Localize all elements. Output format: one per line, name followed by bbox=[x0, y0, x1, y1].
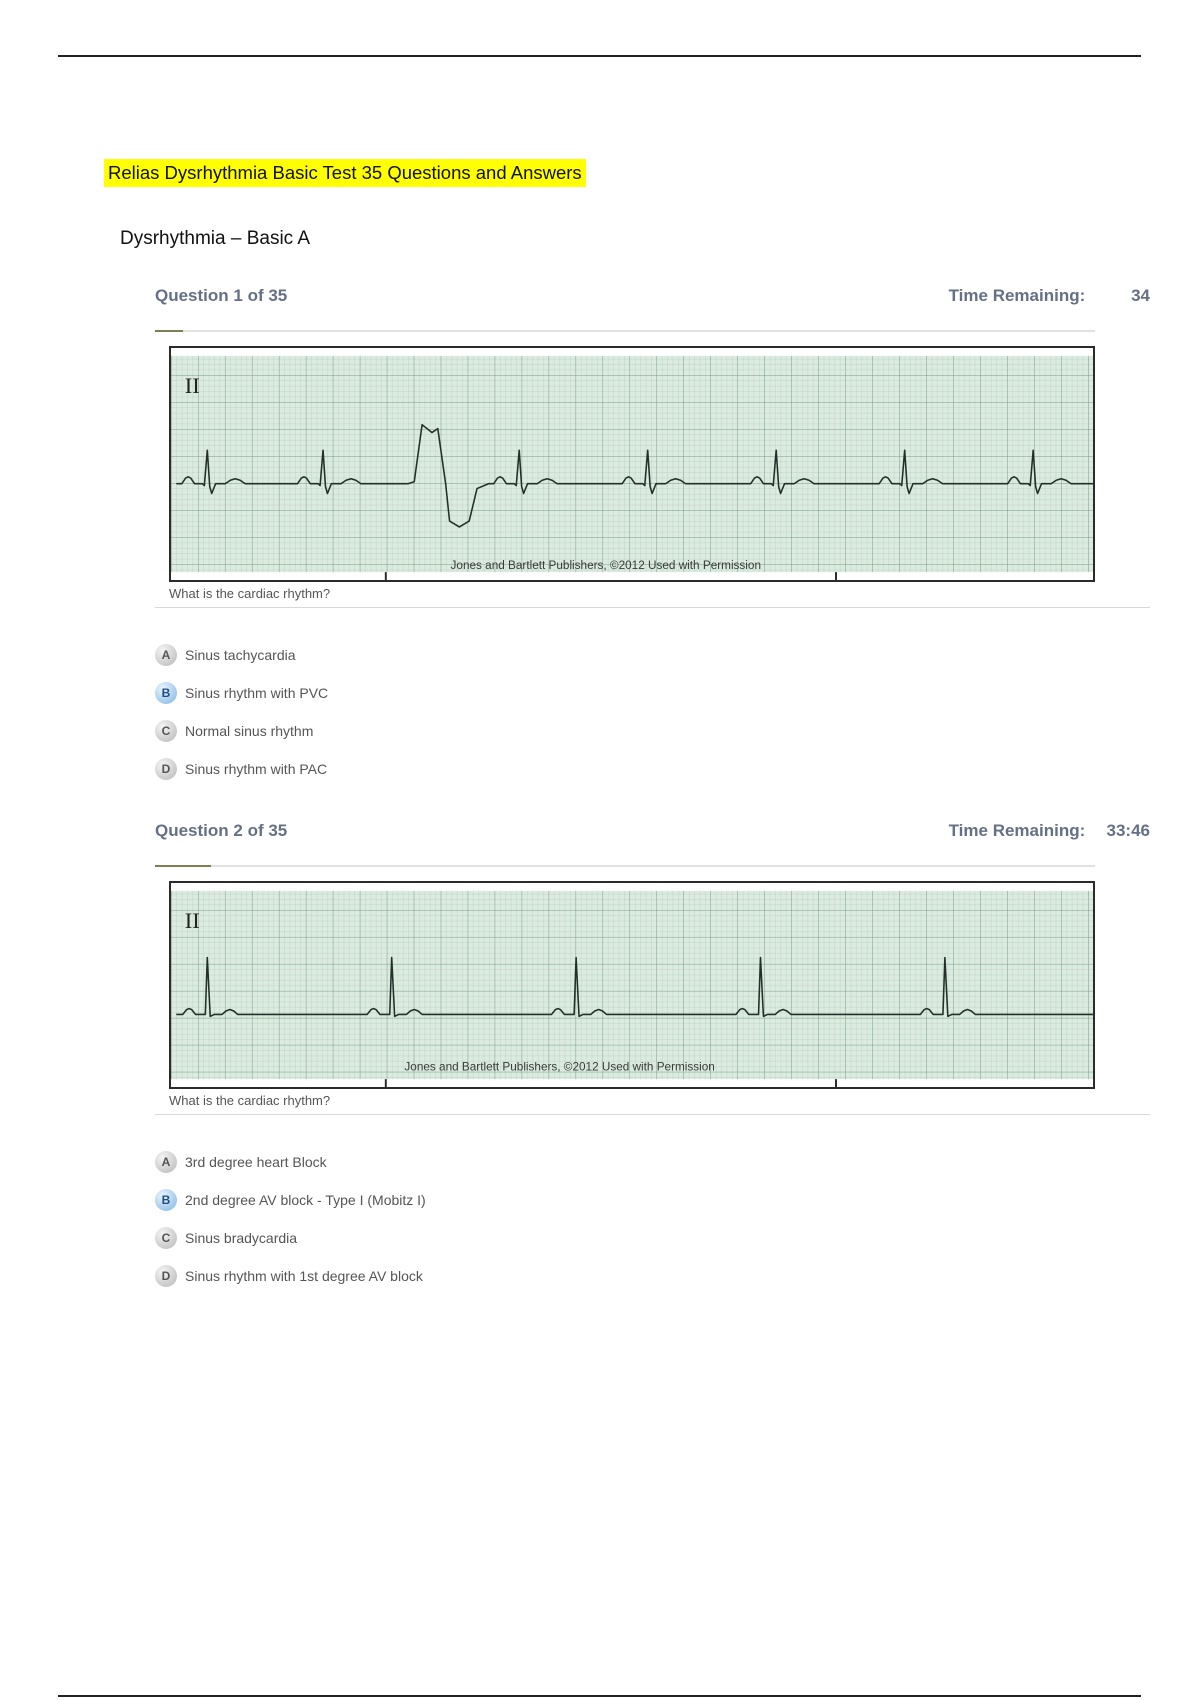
svg-text:Jones and Bartlett Publishers,: Jones and Bartlett Publishers, ©2012 Use… bbox=[451, 559, 761, 572]
svg-text:II: II bbox=[185, 908, 200, 933]
svg-text:Jones and Bartlett Publishers,: Jones and Bartlett Publishers, ©2012 Use… bbox=[404, 1060, 714, 1073]
svg-text:II: II bbox=[185, 373, 200, 398]
